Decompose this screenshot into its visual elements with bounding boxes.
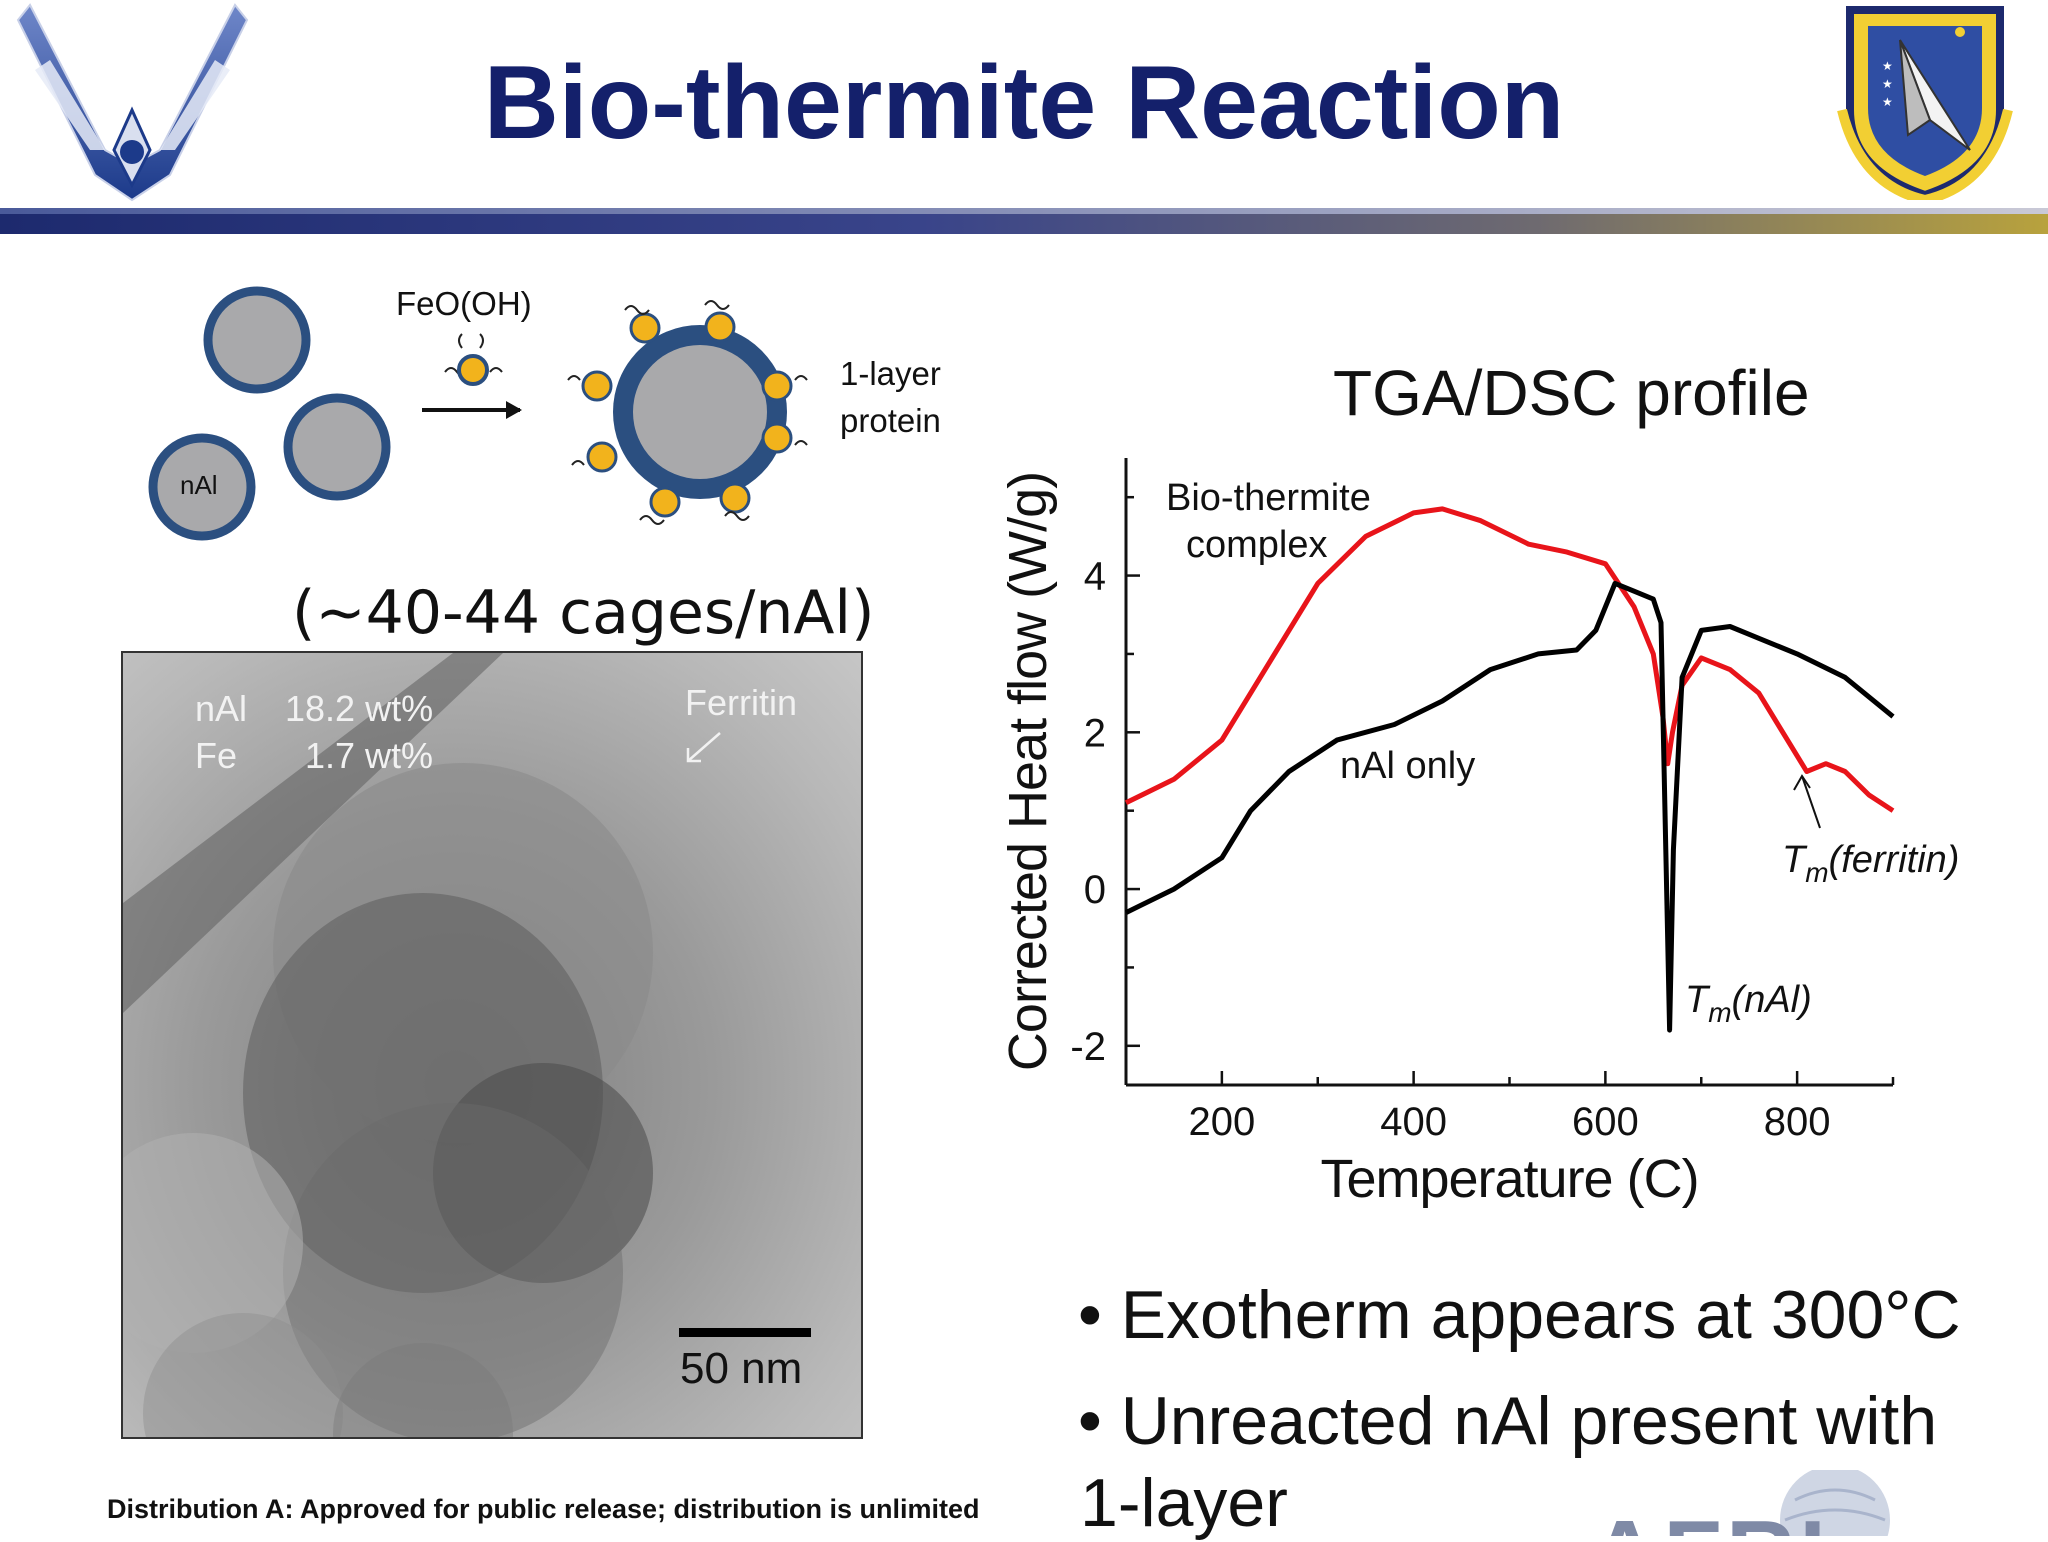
bullet-item-2: • Unreacted nAl present with bbox=[1078, 1382, 1937, 1460]
x-axis-label: Temperature (C) bbox=[1320, 1149, 1698, 1209]
y-tick-label: -2 bbox=[1070, 1025, 1106, 1069]
afrl-footer-logo: AFRL bbox=[1580, 1470, 1890, 1536]
tm-nal-label: Tm(nAl) bbox=[1685, 979, 1812, 1028]
svg-text:★: ★ bbox=[1882, 77, 1893, 91]
reagent-label: FeO(OH) bbox=[396, 285, 532, 322]
bullet-item-1: • Exotherm appears at 300°C bbox=[1078, 1276, 1961, 1354]
bullet-dot: • bbox=[1078, 1383, 1121, 1459]
x-tick-label: 600 bbox=[1572, 1100, 1639, 1144]
product-label-line2: protein bbox=[840, 402, 941, 439]
composition-nal-value: 18.2 wt% bbox=[285, 688, 434, 729]
air-force-wings-logo bbox=[10, 0, 255, 210]
x-tick-label: 200 bbox=[1189, 1100, 1256, 1144]
nal-only-series-line bbox=[1124, 580, 1895, 1033]
tm-ferritin-arrow-head bbox=[1793, 774, 1811, 791]
slide-title: Bio-thermite Reaction bbox=[483, 45, 1565, 161]
nal-particle-label: nAl bbox=[180, 470, 218, 500]
composition-nal-element: nAl bbox=[195, 688, 248, 729]
bio-thermite-label-line2: complex bbox=[1186, 524, 1328, 566]
header-rule bbox=[0, 214, 2048, 234]
afrl-shield-logo: ★ ★ ★ bbox=[1820, 0, 2030, 206]
reaction-arrow bbox=[422, 401, 522, 419]
y-axis-label: Corrected Heat flow (W/g) bbox=[998, 472, 1058, 1071]
distribution-statement: Distribution A: Approved for public rele… bbox=[107, 1494, 980, 1524]
composition-fe-element: Fe bbox=[195, 735, 238, 776]
tem-micrograph bbox=[121, 651, 863, 1439]
scale-bar bbox=[679, 1328, 811, 1337]
reaction-schematic bbox=[140, 270, 980, 550]
svg-text:★: ★ bbox=[1882, 59, 1893, 73]
nal-particle bbox=[203, 286, 311, 394]
chart-title: TGA/DSC profile bbox=[1333, 357, 1810, 429]
cage-count-caption: (~40-44 cages/nAl) bbox=[292, 578, 875, 648]
tm-ferritin-label: Tm(ferritin) bbox=[1782, 839, 1959, 888]
bullet-text-2: Unreacted nAl present with bbox=[1120, 1383, 1938, 1459]
bio-thermite-series-line bbox=[1124, 506, 1895, 813]
y-tick-label: 0 bbox=[1084, 868, 1106, 912]
header-rule-highlight bbox=[0, 208, 2048, 214]
bullet-text-1: Exotherm appears at 300°C bbox=[1120, 1277, 1961, 1353]
nal-particle bbox=[148, 433, 256, 541]
ferritin-molecule-icon bbox=[444, 333, 503, 386]
scale-bar-label: 50 nm bbox=[680, 1344, 803, 1393]
x-tick-label: 400 bbox=[1380, 1100, 1447, 1144]
product-label-line1: 1-layer bbox=[840, 355, 941, 392]
tm-ferritin-arrow bbox=[1801, 775, 1821, 829]
ferritin-annotation: Ferritin bbox=[685, 682, 798, 723]
y-tick-label: 4 bbox=[1084, 555, 1106, 599]
x-tick-label: 800 bbox=[1764, 1100, 1831, 1144]
nal-particle bbox=[283, 393, 391, 501]
y-tick-label: 2 bbox=[1084, 711, 1106, 755]
dsc-chart: 200 400 600 800 -2 0 2 4 Temperature (C) Correct… bbox=[998, 458, 1959, 1209]
nal-only-label: nAl only bbox=[1340, 745, 1475, 787]
coated-particle bbox=[567, 300, 808, 525]
ferritin-annotation-arrow bbox=[680, 728, 730, 768]
bullet-dot: • bbox=[1078, 1277, 1121, 1353]
composition-fe-value: 1.7 wt% bbox=[305, 735, 434, 776]
svg-text:★: ★ bbox=[1882, 95, 1893, 109]
bullet-item-2-continuation: 1-layer bbox=[1080, 1465, 1288, 1541]
bio-thermite-label-line1: Bio-thermite bbox=[1166, 477, 1371, 519]
afrl-footer-brand: AFRL bbox=[1590, 1500, 1862, 1536]
